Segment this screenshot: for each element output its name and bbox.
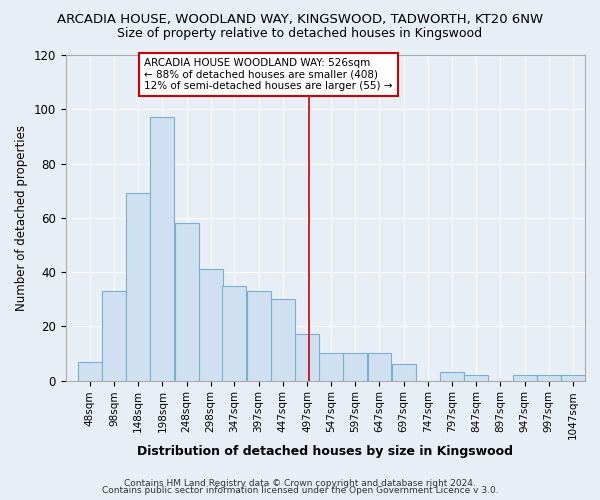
Bar (319, 354, 343, 380)
Bar (512, 375, 536, 380)
Y-axis label: Number of detached properties: Number of detached properties (15, 125, 28, 311)
Bar (175, 223, 199, 380)
Bar (295, 334, 319, 380)
Text: ARCADIA HOUSE, WOODLAND WAY, KINGSWOOD, TADWORTH, KT20 6NW: ARCADIA HOUSE, WOODLAND WAY, KINGSWOOD, … (57, 12, 543, 26)
Bar (102, 291, 126, 380)
Text: ARCADIA HOUSE WOODLAND WAY: 526sqm
← 88% of detached houses are smaller (408)
12: ARCADIA HOUSE WOODLAND WAY: 526sqm ← 88%… (144, 58, 392, 91)
Bar (464, 375, 488, 380)
Bar (247, 291, 271, 380)
Bar (126, 194, 150, 380)
Bar (561, 375, 585, 380)
Text: Contains public sector information licensed under the Open Government Licence v : Contains public sector information licen… (101, 486, 499, 495)
Bar (368, 354, 391, 380)
Bar (223, 286, 247, 380)
X-axis label: Distribution of detached houses by size in Kingswood: Distribution of detached houses by size … (137, 444, 514, 458)
Bar (78, 362, 102, 380)
Text: Contains HM Land Registry data © Crown copyright and database right 2024.: Contains HM Land Registry data © Crown c… (124, 478, 476, 488)
Bar (151, 118, 175, 380)
Text: Size of property relative to detached houses in Kingswood: Size of property relative to detached ho… (118, 28, 482, 40)
Bar (537, 375, 561, 380)
Bar (392, 364, 416, 380)
Bar (271, 299, 295, 380)
Bar (199, 270, 223, 380)
Bar (440, 372, 464, 380)
Bar (343, 354, 367, 380)
